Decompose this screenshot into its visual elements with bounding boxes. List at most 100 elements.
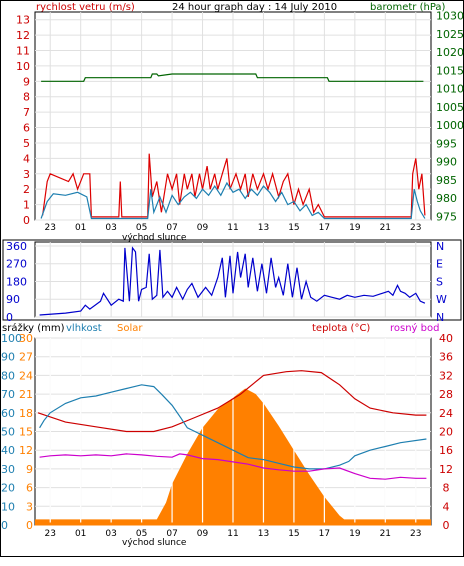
compass-tick-label: E [436,258,443,271]
baro-tick-label: 1000 [436,119,464,132]
baro-tick-label: 995 [436,137,457,150]
humidity-tick-label: 70 [1,388,15,401]
x-tick-label: 23 [410,223,421,233]
x-tick-label: 05 [136,529,147,539]
x-tick-label: 09 [197,529,209,539]
x-tick-label: 21 [380,529,391,539]
direction-tick-label: 90 [6,293,20,306]
wind-tick-label: 4 [23,152,30,165]
rain-tick-label: 30 [19,332,33,345]
temperature-tick-label: 36 [439,351,453,364]
x-tick-label: 23 [45,223,56,233]
x-tick-label: 15 [288,223,299,233]
humidity-tick-label: 30 [1,463,15,476]
temperature-tick-label: 32 [439,369,453,382]
x-tick-label: 01 [75,223,86,233]
x-tick-label: 19 [349,529,361,539]
x-tick-label: 05 [136,223,147,233]
wind-tick-label: 10 [16,60,30,73]
wind-tick-label: 0 [23,214,30,227]
temperature-tick-label: 8 [443,482,450,495]
x-tick-label: 11 [227,529,238,539]
wind-tick-label: 2 [23,183,30,196]
baro-tick-label: 1005 [436,101,464,114]
solar-legend: Solar [117,323,143,334]
wind-tick-label: 3 [23,168,30,181]
humidity-tick-label: 60 [1,407,15,420]
wind-tick-label: 6 [23,122,30,135]
baro-tick-label: 1020 [436,46,464,59]
panel2-box [2,239,462,321]
x-tick-label: 11 [227,223,238,233]
direction-tick-label: 360 [6,240,27,253]
x-tick-label: 15 [288,529,299,539]
compass-tick-label: N [436,240,444,253]
humidity-legend: vlhkost [66,323,102,334]
x-tick-label: 03 [105,529,116,539]
compass-tick-label: S [436,275,443,288]
temperature-tick-label: 0 [443,519,450,532]
direction-tick-label: 180 [6,275,27,288]
wind-tick-label: 13 [16,14,30,27]
wind-tick-label: 11 [16,45,30,58]
sunrise-label-3: východ slunce [122,538,187,548]
x-tick-label: 17 [319,223,330,233]
series-gust [42,153,426,218]
temperature-tick-label: 40 [439,332,453,345]
wind-tick-label: 1 [23,199,30,212]
rain-tick-label: 3 [26,500,33,513]
dewpoint-legend: rosný bod [390,322,439,334]
x-tick-label: 07 [166,223,177,233]
rain-tick-label: 0 [26,519,33,532]
direction-tick-label: 270 [6,258,27,271]
rain-tick-label: 15 [19,426,33,439]
x-tick-label: 19 [349,223,361,233]
humidity-tick-label: 20 [1,482,15,495]
humidity-tick-label: 10 [1,500,15,513]
baro-tick-label: 990 [436,156,457,169]
humidity-tick-label: 40 [1,444,15,457]
rain-tick-label: 12 [19,444,33,457]
baro-tick-label: 1030 [436,10,464,23]
x-tick-label: 13 [258,223,269,233]
humidity-tick-label: 90 [1,351,15,364]
temperature-tick-label: 24 [439,407,453,420]
wind-axis-label: rychlost vetru (m/s) [36,2,135,13]
temperature-tick-label: 20 [439,426,453,439]
x-tick-label: 07 [166,529,177,539]
series-teplota---C- [37,370,427,433]
rain-tick-label: 27 [19,351,33,364]
rain-tick-label: 18 [19,407,33,420]
rain-axis-label: srážky (mm) [2,322,65,334]
x-tick-label: 23 [45,529,56,539]
baro-tick-label: 1010 [436,83,464,96]
series-wind-direction [39,246,426,316]
x-tick-label: 09 [197,223,209,233]
baro-tick-label: 980 [436,192,457,205]
temperature-tick-label: 12 [439,463,453,476]
direction-tick-label: 0 [6,311,13,324]
wind-tick-label: 5 [23,137,30,150]
x-tick-label: 13 [258,529,269,539]
humidity-tick-label: 100 [1,332,22,345]
baro-tick-label: 985 [436,174,457,187]
series-vlhkost [39,384,427,470]
series-rosn--bod [39,453,427,480]
x-tick-label: 03 [105,223,116,233]
rain-tick-label: 21 [19,388,33,401]
temperature-legend: teplota (°C) [312,323,370,334]
compass-tick-label: W [436,293,447,306]
sunrise-label-1: východ slunce [122,233,187,243]
temperature-tick-label: 16 [439,444,453,457]
rain-tick-label: 9 [26,463,33,476]
barometer-axis-label: barometr (hPa) [370,2,446,13]
baro-tick-label: 975 [436,210,457,223]
wind-tick-label: 9 [23,75,30,88]
temperature-tick-label: 4 [443,500,450,513]
x-tick-label: 01 [75,529,86,539]
rain-tick-label: 6 [26,482,33,495]
rain-tick-label: 24 [19,369,33,382]
